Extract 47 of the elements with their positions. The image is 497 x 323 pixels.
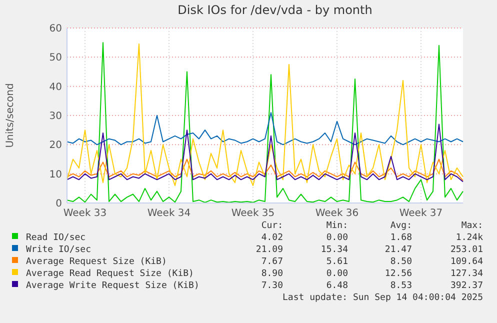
y-axis-title: Units/second <box>5 83 16 148</box>
y-tick-label: 30 <box>49 111 62 122</box>
text: 21.47 <box>384 245 412 255</box>
text: 7.67 <box>261 257 283 267</box>
x-tick-label: Week 37 <box>399 208 443 219</box>
line-series <box>66 112 464 146</box>
text: Min: <box>326 221 348 231</box>
text: 1.24k <box>456 233 484 243</box>
x-tick-label: Week 33 <box>63 208 107 219</box>
line-series <box>66 124 464 182</box>
text: 0.00 <box>326 233 348 243</box>
text: 15.34 <box>320 245 348 255</box>
text: Last update: Sun Sep 14 04:00:04 2025 <box>282 293 483 303</box>
text: 7.30 <box>261 281 283 291</box>
text: Avg: <box>390 221 412 231</box>
text: 4.02 <box>261 233 283 243</box>
y-tick-label: 20 <box>49 140 62 152</box>
text: 8.50 <box>390 257 412 267</box>
text: 109.64 <box>450 257 483 267</box>
y-tick-label: 60 <box>49 24 62 34</box>
x-tick-label: Week 34 <box>147 208 191 219</box>
text: 21.09 <box>256 245 283 255</box>
text: 5.61 <box>326 257 348 267</box>
legend-label: Average Write Request Size (KiB) <box>26 281 200 291</box>
text: Max: <box>461 221 483 231</box>
text: 6.48 <box>326 281 348 291</box>
line-series <box>66 158 464 182</box>
text: 253.01 <box>450 245 483 255</box>
y-tick-label: 0 <box>56 198 62 210</box>
x-tick-label: Week 36 <box>315 208 359 219</box>
legend-label: Read IO/sec <box>26 233 86 243</box>
text: 12.56 <box>384 269 412 279</box>
text: 127.34 <box>450 269 483 279</box>
text: 1.68 <box>390 233 412 243</box>
x-tick-label: Week 35 <box>231 208 275 219</box>
y-tick-label: 50 <box>49 52 62 64</box>
y-tick-label: 40 <box>49 82 62 93</box>
text: Cur: <box>261 221 283 231</box>
text: 8.90 <box>261 269 283 279</box>
y-tick-label: 10 <box>49 169 62 180</box>
text: 392.37 <box>450 281 483 291</box>
text: 0.00 <box>326 269 348 279</box>
legend-label: Average Request Size (KiB) <box>26 257 167 267</box>
legend-label: Average Read Request Size (KiB) <box>26 269 194 279</box>
legend-label: Write IO/sec <box>26 245 92 255</box>
chart-title: Disk IOs for /dev/vda - by month <box>178 3 372 17</box>
text: 8.53 <box>390 281 412 291</box>
